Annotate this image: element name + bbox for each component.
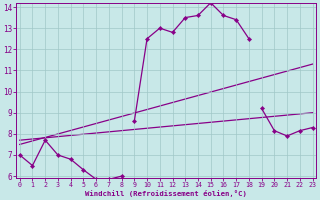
X-axis label: Windchill (Refroidissement éolien,°C): Windchill (Refroidissement éolien,°C) xyxy=(85,190,247,197)
